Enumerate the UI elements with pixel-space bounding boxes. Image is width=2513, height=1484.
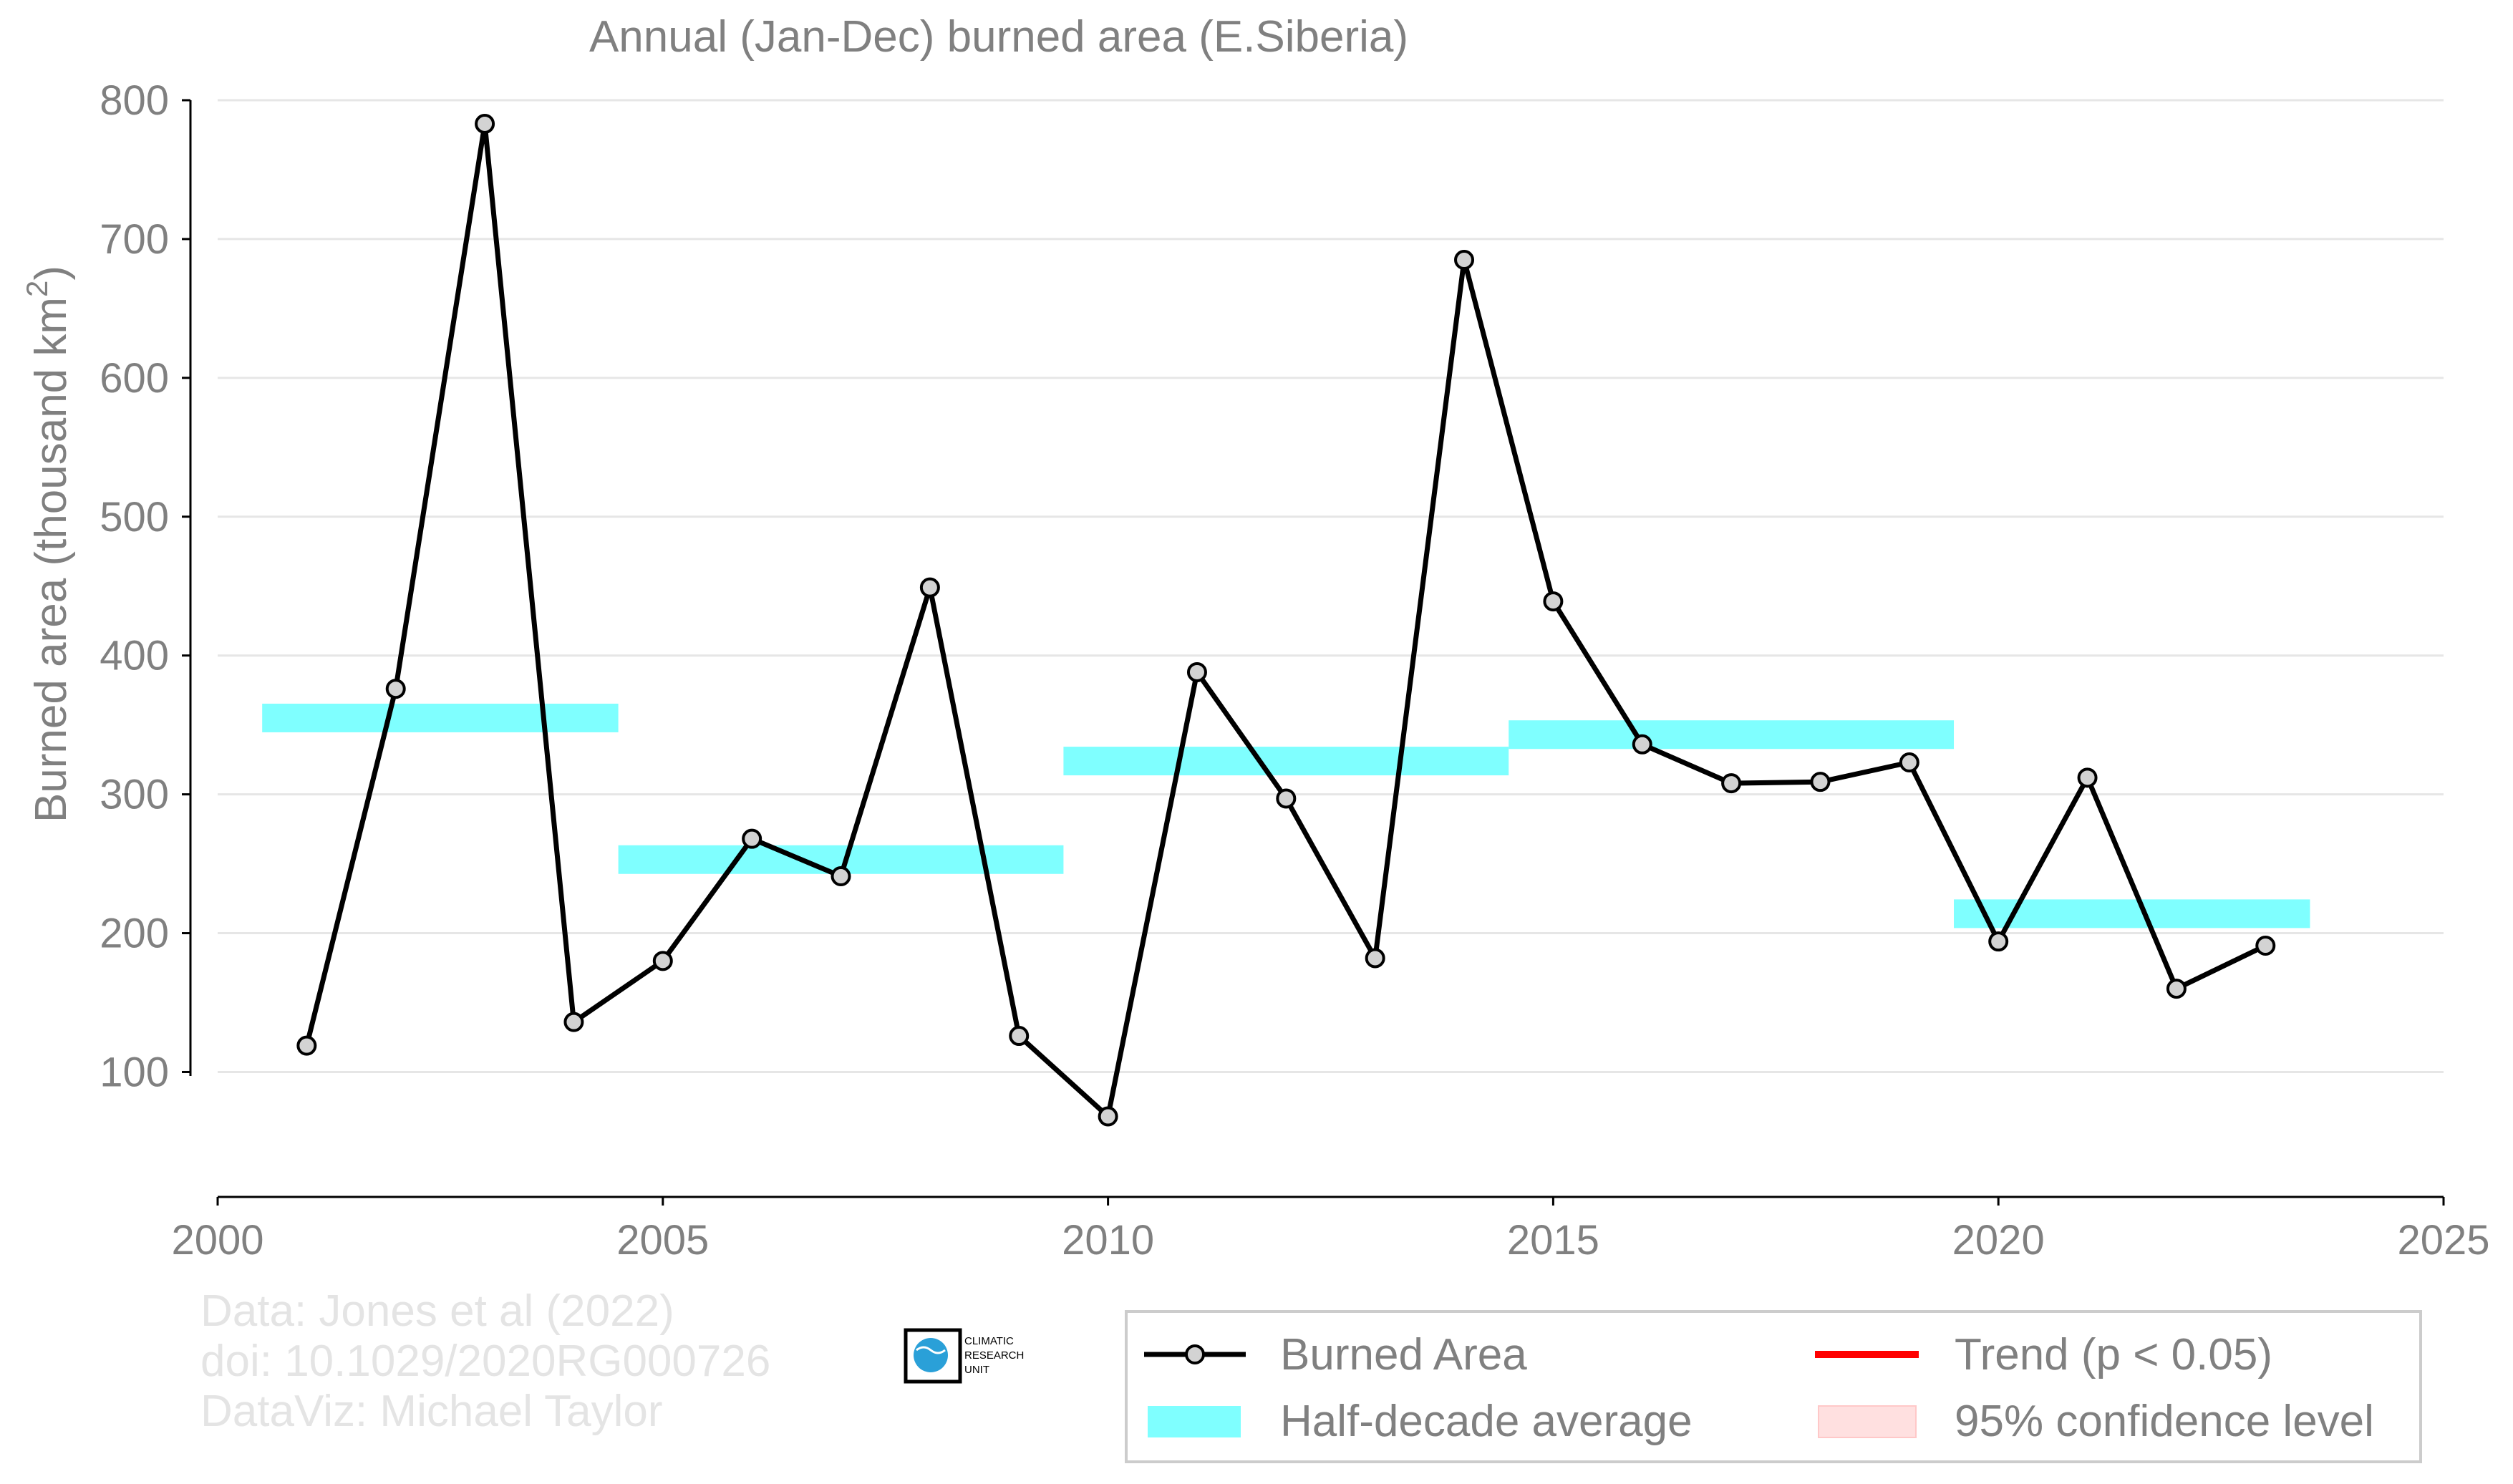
x-tick-label: 2005 [616, 1217, 709, 1264]
credit-doi: doi: 10.1029/2020RG000726 [200, 1337, 770, 1386]
burned-area-markers [296, 113, 2276, 1127]
x-tick-label: 2015 [1507, 1217, 1599, 1264]
data-point [2255, 935, 2276, 956]
credit-data: Data: Jones et al (2022) [200, 1286, 674, 1336]
data-point [1899, 752, 1919, 773]
logo-wave [916, 1346, 946, 1354]
y-tick-label: 800 [100, 77, 169, 124]
data-point [1365, 948, 1385, 969]
data-point [1098, 1106, 1118, 1127]
data-point [2077, 767, 2098, 788]
y-axis-label-sup: 2 [20, 281, 54, 297]
data-point [563, 1012, 584, 1032]
data-point [296, 1035, 317, 1056]
y-tick-label: 600 [100, 355, 169, 402]
y-axis-ticks: 100 200 300 400 500 600 700 800 [100, 77, 190, 1095]
legend-label-trend: Trend (p < 0.05) [1955, 1330, 2272, 1379]
logo-line3: UNIT [964, 1364, 989, 1376]
data-point [652, 951, 673, 971]
legend-item-half-decade: Half-decade average [1148, 1397, 1693, 1446]
half-decade-bar [1509, 720, 1955, 750]
legend-label-half-decade: Half-decade average [1280, 1397, 1693, 1446]
data-point [1721, 773, 1742, 794]
data-point [1632, 734, 1652, 755]
legend-swatch-half-decade [1148, 1406, 1241, 1437]
x-tick-label: 2000 [171, 1217, 263, 1264]
x-tick-label: 2020 [1952, 1217, 2045, 1264]
data-point [475, 113, 495, 134]
y-axis-label-text: Burned area (thousand km [26, 297, 76, 823]
logo-line1: CLIMATIC [964, 1335, 1014, 1347]
data-point [1543, 591, 1564, 612]
y-tick-label: 200 [100, 911, 169, 957]
data-point [742, 828, 762, 849]
series-line [304, 121, 2267, 1119]
half-decade-average-bars [262, 703, 2310, 928]
y-tick-label: 100 [100, 1049, 169, 1095]
legend-item-confidence: 95% confidence level [1818, 1397, 2374, 1446]
gridlines [218, 99, 2444, 1073]
y-tick-label: 700 [100, 216, 169, 263]
data-point [1988, 931, 2009, 952]
data-point [1009, 1026, 1030, 1047]
legend-marker-burned-area [1185, 1344, 1205, 1364]
legend-item-trend: Trend (p < 0.05) [1815, 1330, 2272, 1379]
data-point [2166, 979, 2187, 999]
x-tick-label: 2025 [2397, 1217, 2489, 1264]
data-point [919, 577, 940, 598]
globe-icon [914, 1338, 948, 1372]
credit-dataviz: DataViz: Michael Taylor [200, 1387, 663, 1436]
y-axis-label-close: ) [26, 266, 76, 281]
y-tick-label: 500 [100, 494, 169, 540]
half-decade-bar [1063, 747, 1509, 776]
legend-label-burned-area: Burned Area [1280, 1330, 1527, 1379]
x-axis-ticks: 2000 2005 2010 2015 2020 2025 [171, 1197, 2490, 1264]
burned-area-series [304, 121, 2267, 1119]
legend: Burned Area Half-decade average Trend (p… [1125, 1310, 2422, 1463]
legend-label-confidence: 95% confidence level [1955, 1397, 2374, 1446]
legend-swatch-confidence [1818, 1405, 1917, 1438]
logo-frame [904, 1328, 962, 1384]
data-point [1276, 788, 1297, 809]
x-tick-label: 2010 [1062, 1217, 1154, 1264]
data-point [831, 866, 851, 887]
cru-logo: CLIMATIC RESEARCH UNIT [904, 1328, 1024, 1384]
chart-title: Annual (Jan-Dec) burned area (E.Siberia) [589, 12, 1408, 62]
legend-item-burned-area: Burned Area [1144, 1330, 1527, 1379]
logo-line2: RESEARCH [964, 1349, 1024, 1362]
data-point [1454, 250, 1475, 271]
legend-frame [1125, 1310, 2422, 1463]
half-decade-bar [262, 703, 619, 732]
y-tick-label: 400 [100, 633, 169, 679]
data-point [1810, 772, 1831, 792]
y-axis-label: Burned area (thousand km2) [20, 266, 76, 823]
y-tick-label: 300 [100, 772, 169, 818]
data-point [385, 679, 406, 699]
data-point [1186, 661, 1207, 682]
